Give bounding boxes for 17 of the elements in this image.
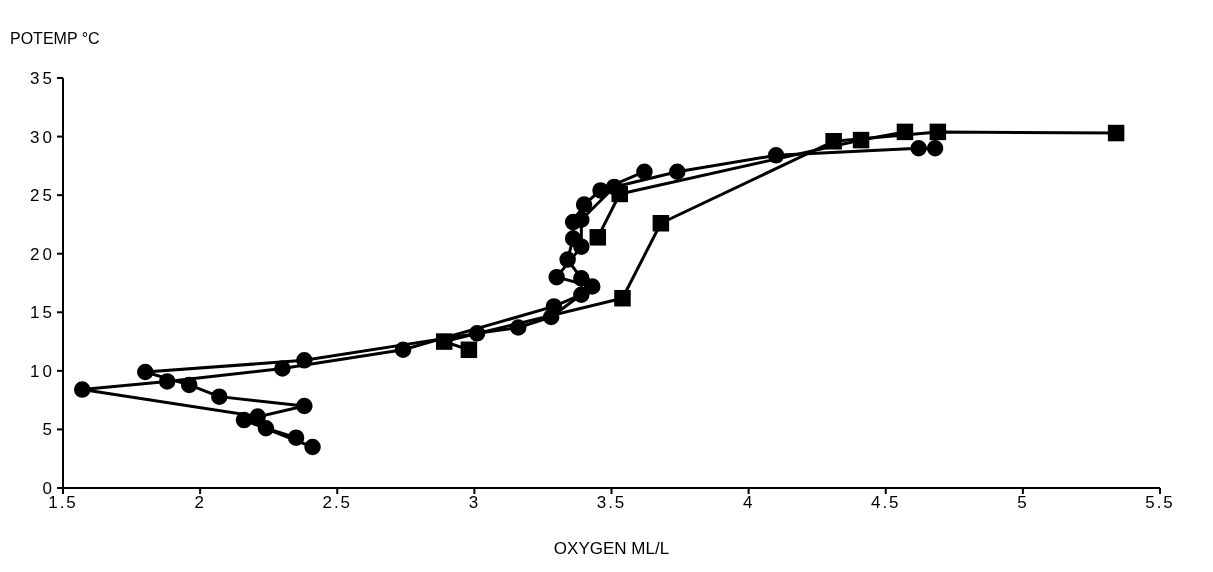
y-tick-label: 5 xyxy=(42,420,55,440)
x-tick-label: 4 xyxy=(742,493,755,513)
x-tick-label: 2 xyxy=(194,493,206,513)
x-tick-label: 5.5 xyxy=(1145,493,1175,513)
x-tick-label: 5 xyxy=(1017,493,1029,513)
x-tick-label: 3 xyxy=(468,493,481,513)
x-tick-label: 3.5 xyxy=(596,493,627,513)
y-tick-label: 20 xyxy=(30,244,55,264)
x-tick-label: 4.5 xyxy=(870,493,901,513)
x-tick-label: 2.5 xyxy=(322,493,353,513)
x-axis-title: OXYGEN ML/L xyxy=(553,539,670,558)
y-tick-label: 15 xyxy=(30,303,55,323)
y-axis-title: POTEMP °C xyxy=(10,30,100,48)
y-tick-label: 35 xyxy=(30,69,55,89)
y-tick-label: 10 xyxy=(30,361,55,381)
y-tick-label: 25 xyxy=(30,186,55,206)
y-tick-label: 30 xyxy=(30,127,55,147)
